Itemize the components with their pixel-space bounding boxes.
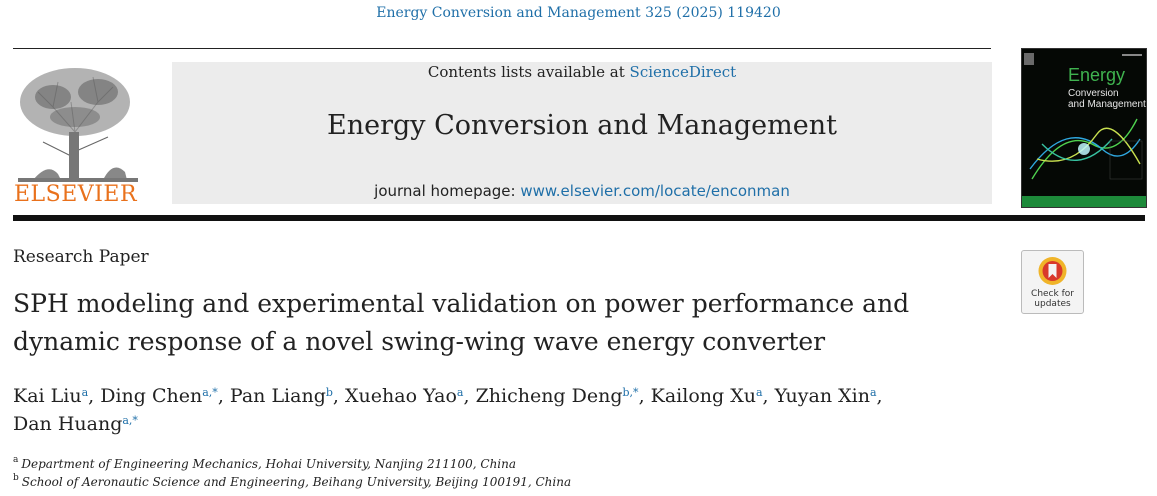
author-affil-mark[interactable]: b,* <box>622 386 639 399</box>
author-name[interactable]: Kai Liu <box>13 385 82 407</box>
author-separator: , <box>332 385 346 407</box>
journal-info-box: Contents lists available at ScienceDirec… <box>172 62 992 204</box>
cover-title-energy: Energy <box>1068 65 1125 85</box>
author-name[interactable]: Xuehao Yao <box>345 385 457 407</box>
cover-artwork: Energy Conversion and Management <box>1022 49 1146 207</box>
affiliation-b: b School of Aeronautic Science and Engine… <box>13 473 572 489</box>
affiliation-mark: a <box>13 455 19 465</box>
check-updates-line-2: updates <box>1034 299 1071 309</box>
homepage-prefix: journal homepage: <box>374 182 521 200</box>
author-separator: , <box>217 385 230 407</box>
author-name[interactable]: Ding Chen <box>100 385 203 407</box>
author-affil-mark[interactable]: a <box>869 386 877 399</box>
contents-prefix: Contents lists available at <box>427 63 630 81</box>
journal-citation[interactable]: Energy Conversion and Management 325 (20… <box>376 5 781 21</box>
article-type-label: Research Paper <box>13 247 149 267</box>
affiliation-a: a Department of Engineering Mechanics, Ho… <box>13 455 517 471</box>
author-list: Kai Liua, Ding Chena,*, Pan Liangb, Xueh… <box>13 382 1013 438</box>
author-name[interactable]: Zhicheng Deng <box>475 385 623 407</box>
journal-homepage-line: journal homepage: www.elsevier.com/locat… <box>172 182 992 200</box>
author-separator: , <box>762 385 775 407</box>
author-separator: , <box>88 385 101 407</box>
author-affil-mark[interactable]: a <box>755 386 763 399</box>
journal-cover-image[interactable]: Energy Conversion and Management <box>1021 48 1147 208</box>
check-updates-text: Check for updates <box>1022 289 1083 309</box>
cover-title-management: and Management <box>1068 99 1146 110</box>
check-for-updates-badge[interactable]: Check for updates <box>1021 250 1084 314</box>
affiliation-mark: b <box>13 473 19 483</box>
author-affil-mark[interactable]: a <box>456 386 464 399</box>
author-affil-mark[interactable]: a,* <box>202 386 218 399</box>
header-thick-divider <box>13 215 1145 221</box>
affiliation-text: Department of Engineering Mechanics, Hoh… <box>21 457 517 471</box>
article-title-line-2: dynamic response of a novel swing-wing w… <box>13 327 826 356</box>
elsevier-wordmark: ELSEVIER <box>14 182 138 207</box>
check-updates-icon <box>1038 257 1067 285</box>
author-separator: , <box>463 385 476 407</box>
author-affil-mark[interactable]: a <box>81 386 89 399</box>
author-separator: , <box>876 385 883 407</box>
author-name[interactable]: Dan Huang <box>13 413 123 435</box>
article-title-line-1: SPH modeling and experimental validation… <box>13 289 910 318</box>
cover-title-conversion: Conversion <box>1068 88 1119 99</box>
journal-title: Energy Conversion and Management <box>327 110 837 141</box>
author-name[interactable]: Yuyan Xin <box>774 385 870 407</box>
author-name[interactable]: Kailong Xu <box>650 385 756 407</box>
contents-available-line: Contents lists available at ScienceDirec… <box>172 63 992 81</box>
author-name[interactable]: Pan Liang <box>229 385 326 407</box>
author-separator: , <box>638 385 651 407</box>
affiliation-text: School of Aeronautic Science and Enginee… <box>21 475 572 489</box>
sciencedirect-link[interactable]: ScienceDirect <box>629 63 737 81</box>
header-divider <box>13 48 991 49</box>
elsevier-tree-logo <box>18 68 138 183</box>
journal-homepage-link[interactable]: www.elsevier.com/locate/enconman <box>520 182 790 200</box>
article-title: SPH modeling and experimental validation… <box>13 285 1003 361</box>
check-updates-line-1: Check for <box>1031 289 1074 299</box>
author-affil-mark[interactable]: b <box>325 386 333 399</box>
author-affil-mark[interactable]: a,* <box>122 414 138 427</box>
